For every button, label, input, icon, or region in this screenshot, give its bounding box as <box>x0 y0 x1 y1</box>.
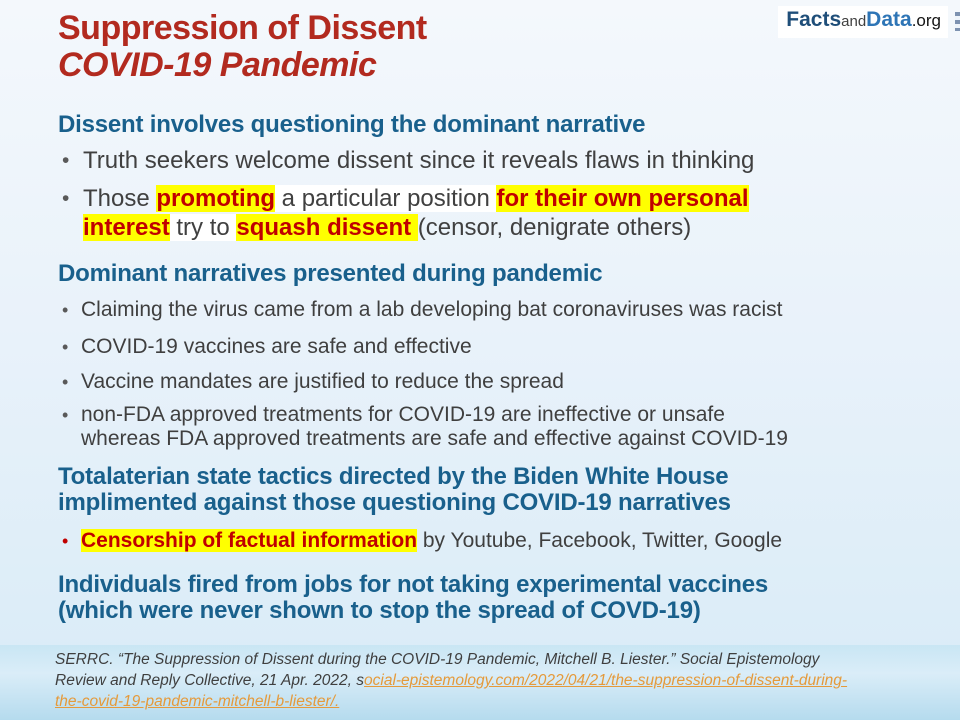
text-run: Review and Reply Collective, 21 Apr. 202… <box>55 672 365 690</box>
section-heading-tactics: Totalaterian state tactics directed by t… <box>58 463 731 517</box>
text-run: Vaccine mandates are justified to reduce… <box>81 370 564 393</box>
logo-and: and <box>841 13 867 30</box>
citation-text: SERRC. “The Suppression of Dissent durin… <box>55 649 940 713</box>
highlight-text: Censorship of factual information <box>81 529 418 552</box>
section-heading-fired: Individuals fired from jobs for not taki… <box>58 571 769 625</box>
logo-facts: Facts <box>786 8 842 31</box>
text-run: Totalaterian state tactics directed by t… <box>58 463 729 490</box>
bullet-text: non-FDA approved treatments for COVID-19… <box>81 403 788 450</box>
text-run: SERRC. “The Suppression of Dissent durin… <box>55 651 820 668</box>
text-run: implimented against those questioning CO… <box>58 489 731 517</box>
text-run: Individuals fired from jobs for not taki… <box>58 571 769 598</box>
bullet-text: Those promoting a particular position fo… <box>83 184 749 243</box>
text-run: COVID-19 vaccines are safe and effective <box>81 335 472 358</box>
text-run: (which were never shown to stop the spre… <box>58 597 701 625</box>
clipped-edge-artifact <box>955 12 960 31</box>
bullet-icon: • <box>62 149 70 172</box>
text-run: non-FDA approved treatments for COVID-19… <box>81 403 725 426</box>
text-run: Those <box>83 185 157 212</box>
list-item: • Truth seekers welcome dissent since it… <box>62 146 922 175</box>
highlight-text: squash dissent <box>236 214 418 242</box>
bullet-text: Truth seekers welcome dissent since it r… <box>83 146 754 175</box>
citation-link[interactable]: the-covid-19-pandemic-mitchell-b-liester… <box>55 693 340 711</box>
logo-data: Data <box>866 8 912 31</box>
logo-org: .org <box>911 11 941 30</box>
bullet-text: Vaccine mandates are justified to reduce… <box>81 370 564 394</box>
factsanddata-logo: Facts and Data .org <box>778 6 948 38</box>
list-item: • Vaccine mandates are justified to redu… <box>62 370 922 394</box>
text-run: by Youtube, Facebook, Twitter, Google <box>417 529 783 552</box>
title-line-1: Suppression of Dissent <box>58 9 427 47</box>
text-run: (censor, denigrate others) <box>417 214 692 242</box>
list-item: • Censorship of factual information by Y… <box>62 529 922 553</box>
list-item: • non-FDA approved treatments for COVID-… <box>62 403 922 450</box>
bullet-icon: • <box>62 405 69 425</box>
highlight-text: promoting <box>156 185 276 212</box>
text-run: a particular position <box>275 185 497 212</box>
bullet-icon: • <box>62 372 69 392</box>
bullet-icon: • <box>62 337 69 357</box>
text-run: whereas FDA approved treatments are safe… <box>81 426 788 450</box>
title-line-2: COVID-19 Pandemic <box>58 46 377 85</box>
text-run: Truth seekers welcome dissent since it r… <box>83 147 755 174</box>
bullet-icon: • <box>62 300 69 320</box>
footer-band <box>0 645 960 720</box>
highlight-text: for their own personal <box>496 185 749 212</box>
section-heading-narratives: Dominant narratives presented during pan… <box>58 260 603 287</box>
bullet-text: COVID-19 vaccines are safe and effective <box>81 335 472 359</box>
highlight-text: interest <box>83 214 170 242</box>
bullet-text: Claiming the virus came from a lab devel… <box>81 298 782 322</box>
slide-title: Suppression of Dissent COVID-19 Pandemic <box>58 9 427 85</box>
citation-link[interactable]: ocial-epistemology.com/2022/04/21/the-su… <box>364 672 848 690</box>
list-item: • COVID-19 vaccines are safe and effecti… <box>62 335 922 359</box>
list-item: • Those promoting a particular position … <box>62 184 922 243</box>
text-run: Claiming the virus came from a lab devel… <box>81 298 783 321</box>
bullet-icon: • <box>62 187 70 210</box>
bullet-icon: • <box>62 531 69 551</box>
bullet-text: Censorship of factual information by You… <box>81 529 782 553</box>
text-run: try to <box>169 214 237 242</box>
section-heading-dissent: Dissent involves questioning the dominan… <box>58 111 646 138</box>
list-item: • Claiming the virus came from a lab dev… <box>62 298 922 322</box>
